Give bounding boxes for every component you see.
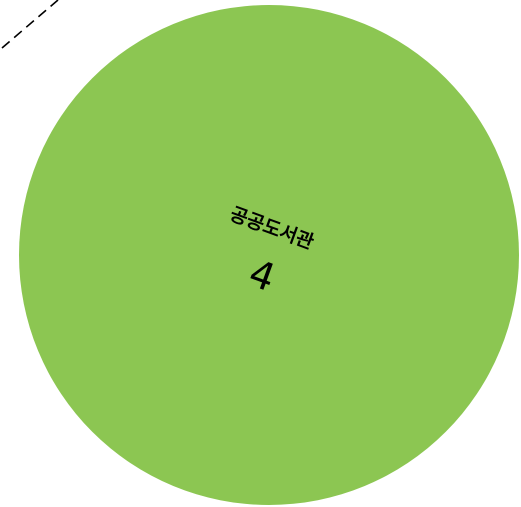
- node-circle: [19, 5, 519, 505]
- dashed-connector-line: [1, 0, 59, 49]
